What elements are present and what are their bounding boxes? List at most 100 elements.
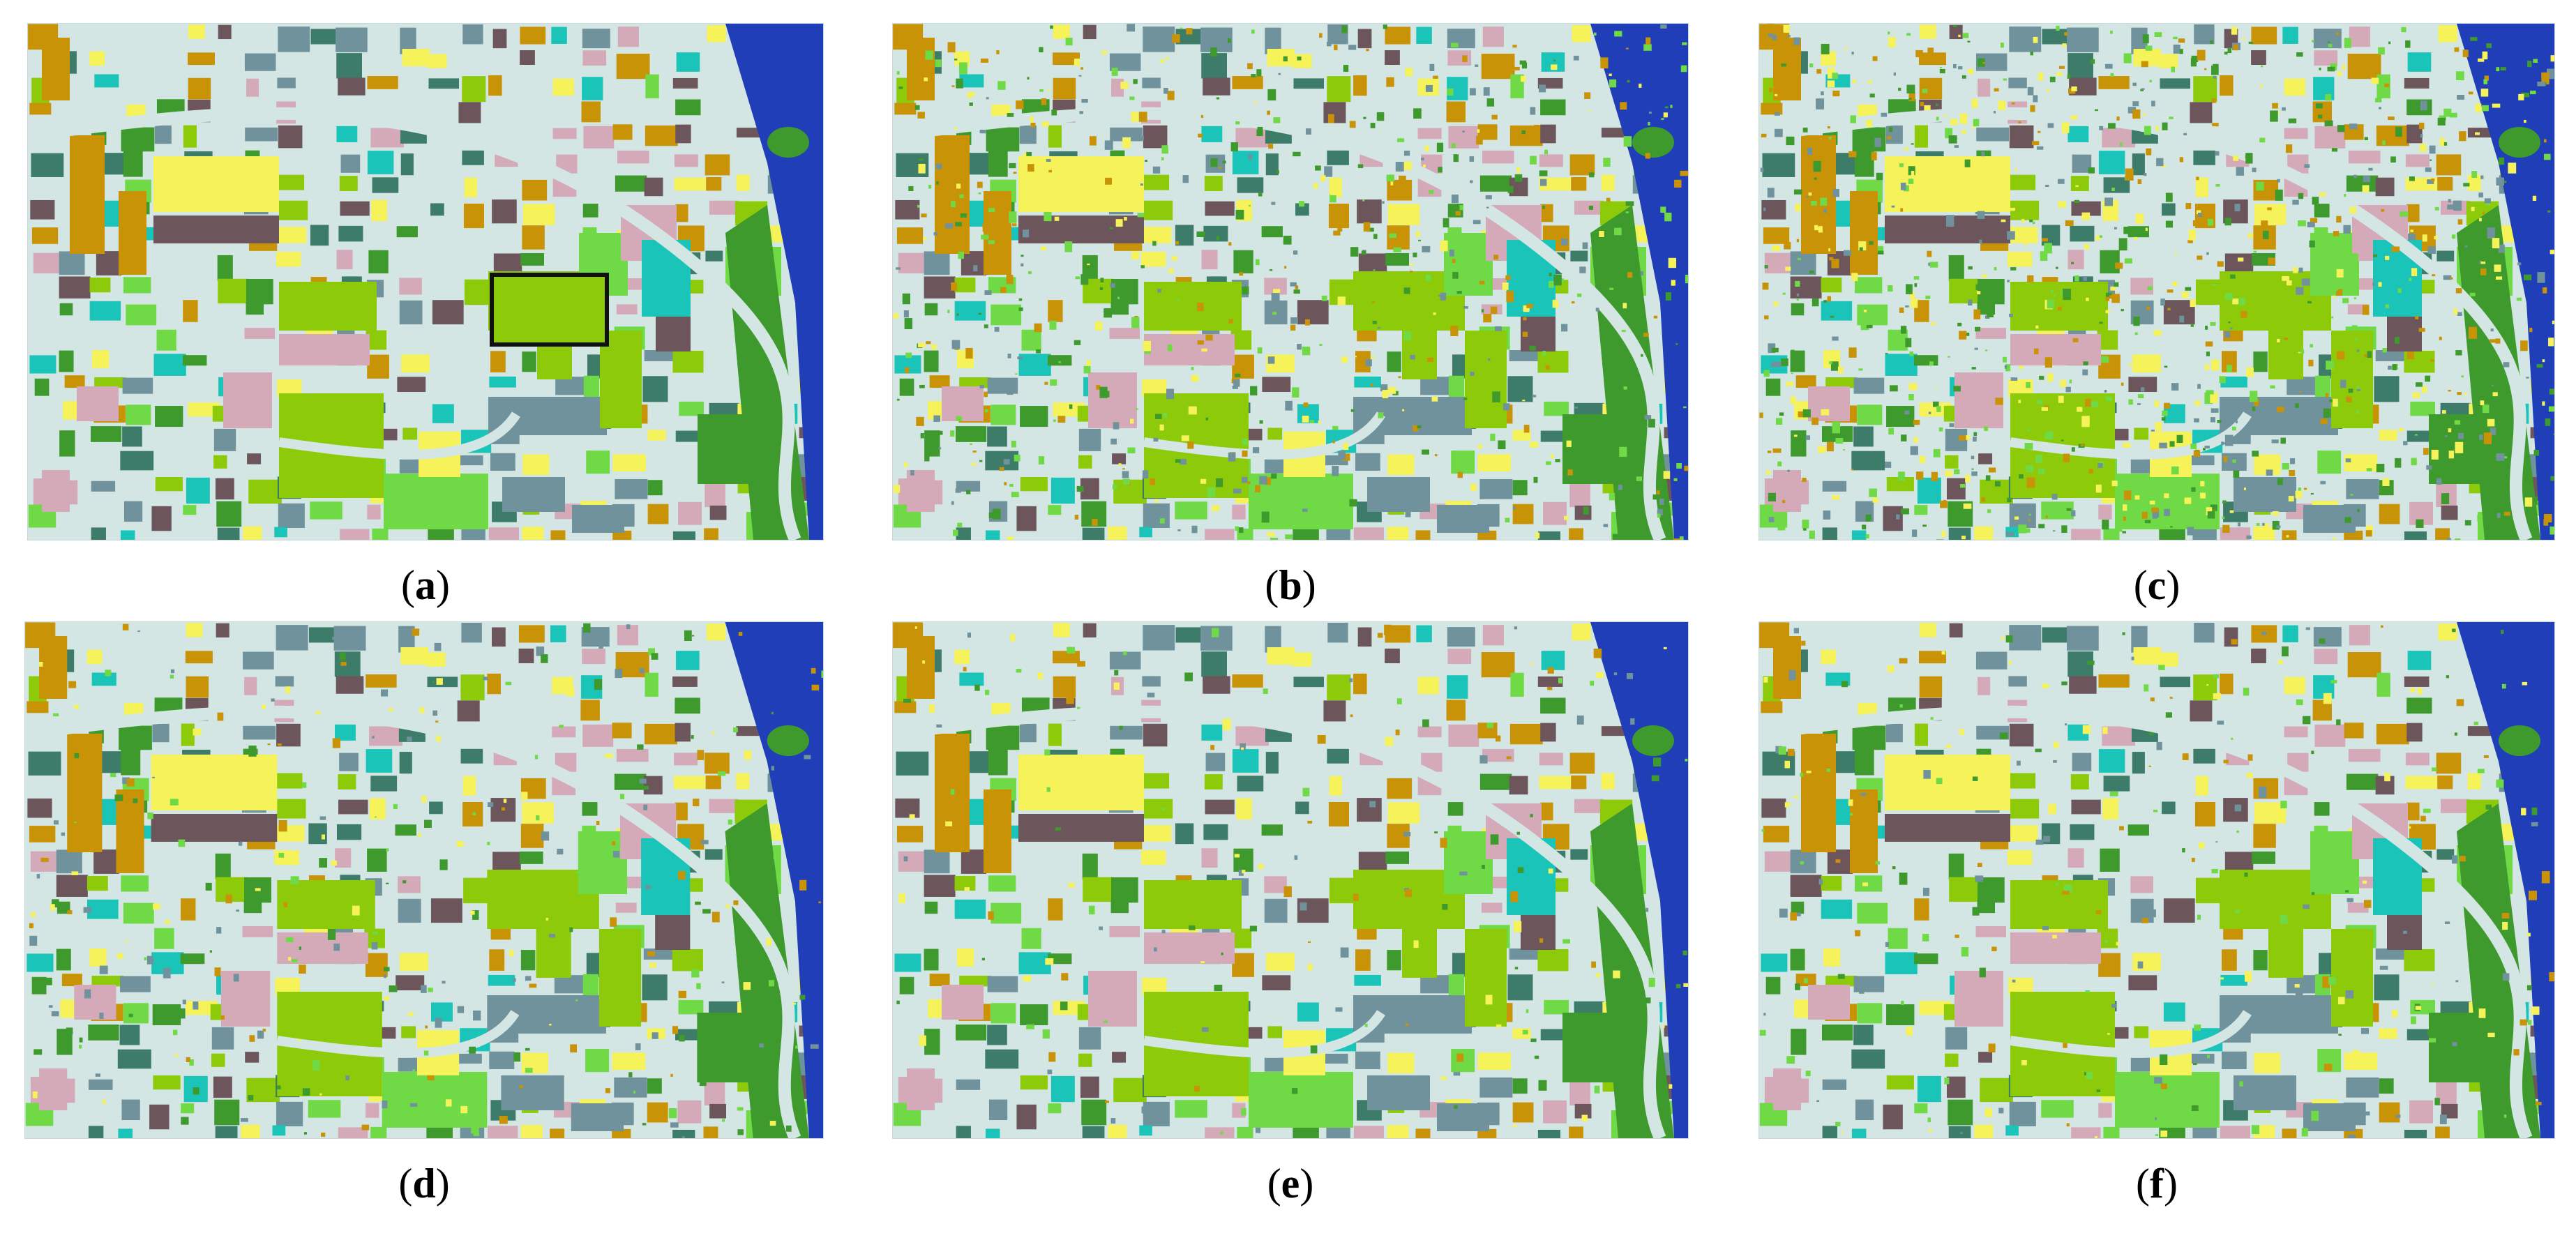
noise-speck <box>2010 208 2015 211</box>
noise-speck <box>1973 432 1978 437</box>
noise-speck <box>1944 1078 1950 1084</box>
noise-speck <box>1007 536 1014 540</box>
parcel <box>1265 626 1281 653</box>
noise-speck <box>1787 35 1791 38</box>
parcel <box>959 672 984 686</box>
parcel <box>501 1075 564 1110</box>
noise-speck <box>1086 360 1091 366</box>
parcel <box>1081 1099 1107 1126</box>
noise-speck <box>407 736 412 742</box>
noise-speck <box>2378 47 2385 55</box>
parcel <box>2406 124 2423 144</box>
parcel <box>987 1024 1007 1045</box>
noise-speck <box>1061 973 1069 981</box>
parcel <box>2115 1072 2220 1128</box>
noise-speck <box>2326 361 2335 370</box>
noise-speck <box>893 313 899 319</box>
noise-speck <box>1242 870 1246 874</box>
noise-speck <box>1293 250 1298 255</box>
noise-speck <box>2485 302 2494 314</box>
parcel <box>1016 506 1037 531</box>
noise-speck <box>2037 400 2043 404</box>
noise-speck <box>1122 651 1127 656</box>
parcel <box>2254 1052 2281 1073</box>
noise-speck <box>1343 443 1349 451</box>
noise-speck <box>1054 216 1060 221</box>
noise-speck <box>2052 935 2057 939</box>
parcel <box>1512 480 1528 496</box>
noise-speck <box>2477 515 2483 522</box>
noise-speck <box>648 648 655 656</box>
parcel <box>675 430 703 442</box>
parcel <box>463 877 491 904</box>
parcel <box>91 527 106 540</box>
parcel <box>1402 901 1437 978</box>
noise-speck <box>1663 112 1668 118</box>
noise-speck <box>1240 743 1246 750</box>
noise-speck <box>1234 854 1240 858</box>
noise-speck <box>1828 248 1831 252</box>
noise-speck <box>2042 925 2049 930</box>
noise-speck <box>2171 66 2176 73</box>
parcel <box>954 875 976 891</box>
noise-speck <box>1133 79 1138 84</box>
parcel <box>1326 528 1350 540</box>
noise-speck <box>2114 282 2119 287</box>
noise-speck <box>2268 257 2276 265</box>
noise-speck <box>1390 181 1394 186</box>
parcel <box>336 824 362 840</box>
noise-speck <box>1832 495 1840 500</box>
noise-speck <box>1127 24 1136 32</box>
noise-speck <box>1259 476 1267 485</box>
parcel <box>396 975 425 991</box>
noise-speck <box>2496 513 2501 518</box>
parcel <box>2441 799 2470 813</box>
parcel <box>1402 303 1437 379</box>
noise-speck <box>1405 68 1413 77</box>
noise-speck <box>1977 211 1985 219</box>
noise-speck <box>2058 395 2064 403</box>
parcel <box>1265 153 1279 176</box>
parcel <box>1822 1126 1837 1138</box>
parcel <box>935 135 970 254</box>
noise-speck <box>2355 338 2358 341</box>
parcel <box>213 455 227 469</box>
noise-speck <box>409 1103 418 1107</box>
noise-speck <box>2351 325 2358 330</box>
noise-speck <box>1623 386 1627 390</box>
caption-letter: e <box>1281 1160 1300 1207</box>
noise-speck <box>2381 209 2385 212</box>
noise-speck <box>361 1124 370 1131</box>
noise-speck <box>1364 1023 1368 1027</box>
parcel <box>492 852 521 870</box>
noise-speck <box>1202 1027 1209 1032</box>
noise-speck <box>2198 842 2205 849</box>
noise-speck <box>1041 98 1047 105</box>
noise-speck <box>2122 531 2127 534</box>
parcel <box>1021 928 1041 949</box>
noise-speck <box>233 974 239 982</box>
noise-speck <box>1417 425 1422 429</box>
parcel <box>1018 354 1051 376</box>
parcel <box>340 529 370 540</box>
parcel <box>1509 350 1542 361</box>
noise-speck <box>1837 366 1844 374</box>
noise-speck <box>2286 535 2289 538</box>
noise-speck <box>1806 771 1812 773</box>
parcel <box>1367 477 1430 512</box>
noise-speck <box>1596 672 1604 679</box>
parcel <box>399 278 422 295</box>
noise-speck <box>472 812 476 815</box>
parcel <box>1110 877 1138 903</box>
parcel <box>1328 801 1350 827</box>
parcel <box>956 527 971 540</box>
noise-speck <box>947 310 950 313</box>
noise-speck <box>1092 518 1098 526</box>
noise-speck <box>1783 24 1790 33</box>
parcel <box>1978 78 1991 97</box>
noise-speck <box>2021 1060 2027 1066</box>
noise-speck <box>2123 504 2127 511</box>
noise-speck <box>2179 157 2184 162</box>
noise-speck <box>2532 195 2537 201</box>
parcel <box>489 1051 515 1069</box>
